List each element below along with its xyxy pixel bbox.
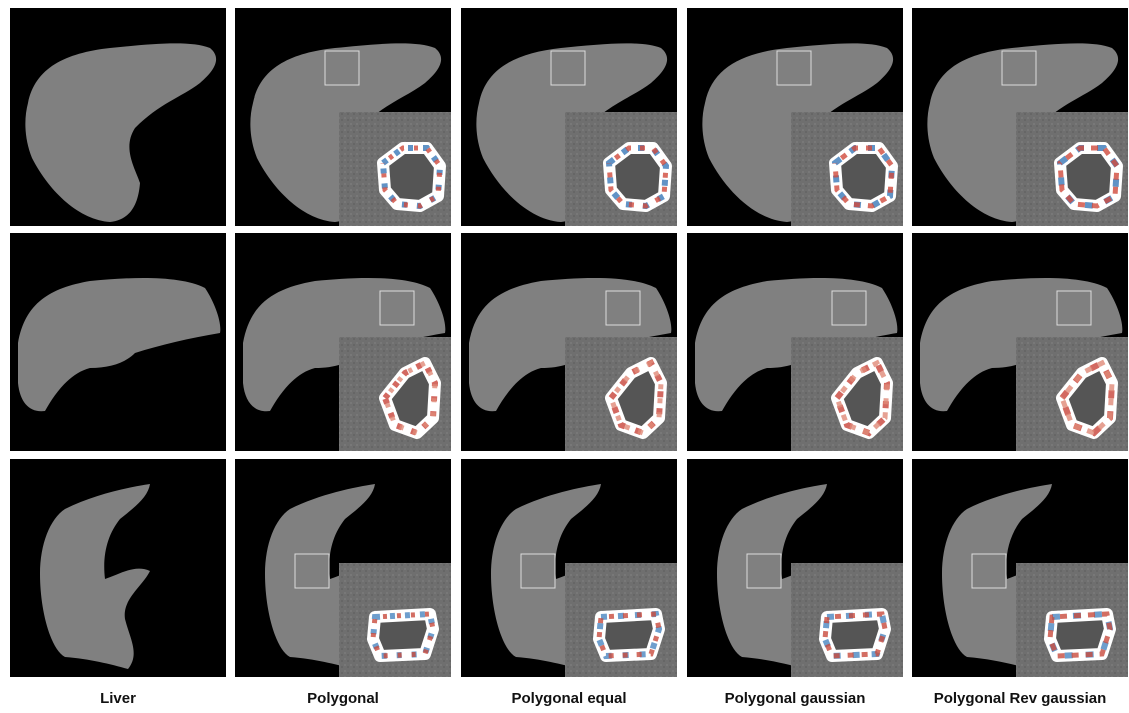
- figure: Liver Polygonal Polygonal equal Polygonal g…: [0, 0, 1129, 713]
- column-label: Polygonal equal: [511, 690, 626, 707]
- panel: [235, 459, 451, 677]
- panel: [912, 233, 1128, 451]
- panel: [912, 8, 1128, 226]
- panel: [10, 233, 226, 451]
- panel: [461, 8, 677, 226]
- panel: [235, 8, 451, 226]
- panel: [687, 8, 903, 226]
- page: Liver Polygonal Polygonal equal Polygonal g…: [0, 0, 1129, 713]
- column-label: Polygonal Rev gaussian: [934, 690, 1107, 707]
- panel: [10, 459, 226, 677]
- panel: [912, 459, 1128, 677]
- panel: [687, 233, 903, 451]
- column-label: Polygonal: [307, 690, 379, 707]
- panel: [461, 233, 677, 451]
- panel: [461, 459, 677, 677]
- column-label: Polygonal gaussian: [725, 690, 866, 707]
- panel: [10, 8, 226, 226]
- panel: [687, 459, 903, 677]
- column-label: Liver: [100, 690, 136, 707]
- panel: [235, 233, 451, 451]
